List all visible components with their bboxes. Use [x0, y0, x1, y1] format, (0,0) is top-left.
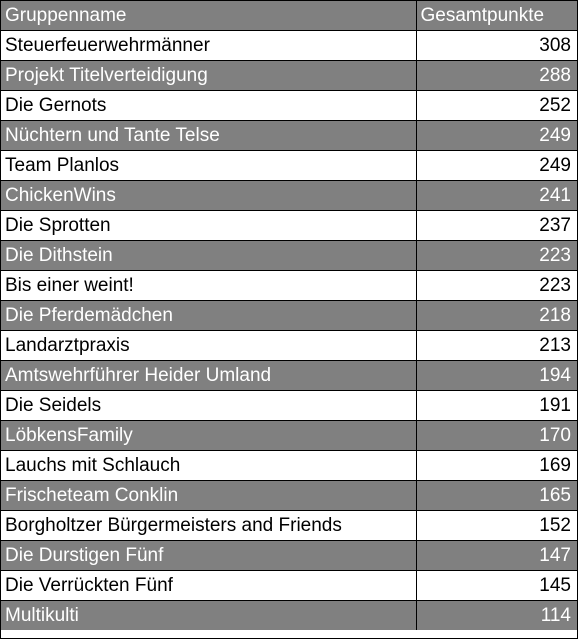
- points-cell: 223: [416, 240, 577, 271]
- points-cell: 223: [416, 270, 577, 301]
- group-name-cell: Projekt Titelverteidigung: [1, 60, 417, 91]
- points-cell: 308: [416, 30, 577, 61]
- points-cell: 249: [416, 150, 577, 181]
- group-name-cell: Die Seidels: [1, 390, 417, 421]
- points-cell: 213: [416, 330, 577, 361]
- table-row: Landarztpraxis 213: [1, 330, 577, 361]
- group-name-cell: Die Sprotten: [1, 210, 417, 241]
- table-row: Lauchs mit Schlauch 169: [1, 450, 577, 481]
- points-cell: 218: [416, 300, 577, 331]
- points-cell: 147: [416, 540, 577, 571]
- group-name-cell: Landarztpraxis: [1, 330, 417, 361]
- table-row: ChickenWins 241: [1, 180, 577, 211]
- group-name-cell: Team Planlos: [1, 150, 417, 181]
- points-cell: 241: [416, 180, 577, 211]
- group-name-cell: Multikulti: [1, 600, 417, 630]
- group-name-cell: Die Durstigen Fünf: [1, 540, 417, 571]
- table-row: Die Gernots 252: [1, 90, 577, 121]
- group-name-cell: Amtswehrführer Heider Umland: [1, 360, 417, 391]
- table-row: Team Planlos 249: [1, 150, 577, 181]
- table-row: Die Dithstein 223: [1, 240, 577, 271]
- points-cell: 145: [416, 570, 577, 601]
- table-row: Amtswehrführer Heider Umland 194: [1, 360, 577, 391]
- table-row: Die Sprotten 237: [1, 210, 577, 241]
- table-row: Nüchtern und Tante Telse 249: [1, 120, 577, 151]
- group-name-cell: Steuerfeuerwehrmänner: [1, 30, 417, 61]
- points-cell: 170: [416, 420, 577, 451]
- table-row: Die Durstigen Fünf 147: [1, 540, 577, 571]
- points-cell: 288: [416, 60, 577, 91]
- points-cell: 152: [416, 510, 577, 541]
- group-name-cell: Borgholtzer Bürgermeisters and Friends: [1, 510, 417, 541]
- header-group-name: Gruppenname: [1, 1, 417, 31]
- header-row: Gruppenname Gesamtpunkte: [1, 1, 577, 31]
- header-total-points: Gesamtpunkte: [416, 1, 577, 31]
- group-name-cell: ChickenWins: [1, 180, 417, 211]
- points-cell: 252: [416, 90, 577, 121]
- ranking-rows: Steuerfeuerwehrmänner 308 Projekt Titelv…: [1, 30, 577, 630]
- group-name-cell: Die Dithstein: [1, 240, 417, 271]
- group-name-cell: LöbkensFamily: [1, 420, 417, 451]
- group-name-cell: Die Verrückten Fünf: [1, 570, 417, 601]
- group-name-cell: Die Gernots: [1, 90, 417, 121]
- table-row: Bis einer weint! 223: [1, 270, 577, 301]
- table-row: Frischeteam Conklin 165: [1, 480, 577, 511]
- group-name-cell: Frischeteam Conklin: [1, 480, 417, 511]
- table-row: Borgholtzer Bürgermeisters and Friends 1…: [1, 510, 577, 541]
- points-cell: 114: [416, 600, 577, 630]
- table-row: LöbkensFamily 170: [1, 420, 577, 451]
- table-row: Die Verrückten Fünf 145: [1, 570, 577, 601]
- group-name-cell: Bis einer weint!: [1, 270, 417, 301]
- points-cell: 191: [416, 390, 577, 421]
- points-cell: 249: [416, 120, 577, 151]
- group-name-cell: Lauchs mit Schlauch: [1, 450, 417, 481]
- table-row: Die Seidels 191: [1, 390, 577, 421]
- points-cell: 194: [416, 360, 577, 391]
- table-row: Die Pferdemädchen 218: [1, 300, 577, 331]
- table-row: Steuerfeuerwehrmänner 308: [1, 30, 577, 61]
- group-name-cell: Nüchtern und Tante Telse: [1, 120, 417, 151]
- points-cell: 165: [416, 480, 577, 511]
- group-name-cell: Die Pferdemädchen: [1, 300, 417, 331]
- table-row: Multikulti 114: [1, 600, 577, 630]
- table-row: Projekt Titelverteidigung 288: [1, 60, 577, 91]
- points-cell: 169: [416, 450, 577, 481]
- points-cell: 237: [416, 210, 577, 241]
